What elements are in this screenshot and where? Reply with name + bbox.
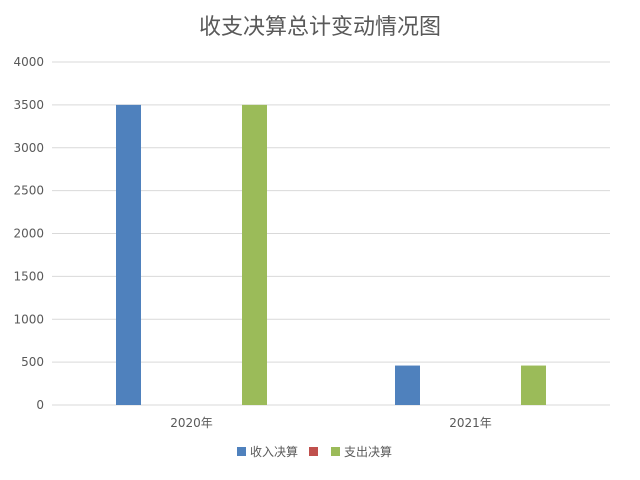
legend-label: 收入决算: [250, 444, 298, 459]
bar-series-0-0: [116, 104, 141, 405]
bar-series-2-0: [242, 104, 267, 405]
y-tick-label: 4000: [13, 55, 44, 69]
legend-swatch: [237, 447, 246, 456]
legend: 收入决算 支出决算: [237, 444, 392, 459]
x-tick-label: 2020年: [170, 416, 213, 430]
legend-label: 支出决算: [344, 444, 392, 459]
y-axis-ticks: 0 500 1000 1500 2000 2500 3000 3500 4000: [13, 55, 44, 412]
bar-series-2-1: [521, 365, 546, 405]
y-tick-label: 500: [21, 355, 44, 369]
legend-swatch: [331, 447, 340, 456]
bar-series-0-1: [395, 365, 420, 405]
grid-lines: [52, 61, 610, 406]
y-tick-label: 0: [36, 398, 44, 412]
bars: [116, 104, 546, 405]
x-axis-ticks: 2020年 2021年: [170, 416, 492, 430]
y-tick-label: 1500: [13, 269, 44, 283]
legend-swatch: [309, 447, 318, 456]
y-tick-label: 3000: [13, 141, 44, 155]
y-tick-label: 2500: [13, 184, 44, 198]
y-tick-label: 3500: [13, 98, 44, 112]
y-tick-label: 2000: [13, 227, 44, 241]
y-tick-label: 1000: [13, 312, 44, 326]
x-tick-label: 2021年: [449, 416, 492, 430]
chart-title: 收支决算总计变动情况图: [199, 15, 441, 40]
